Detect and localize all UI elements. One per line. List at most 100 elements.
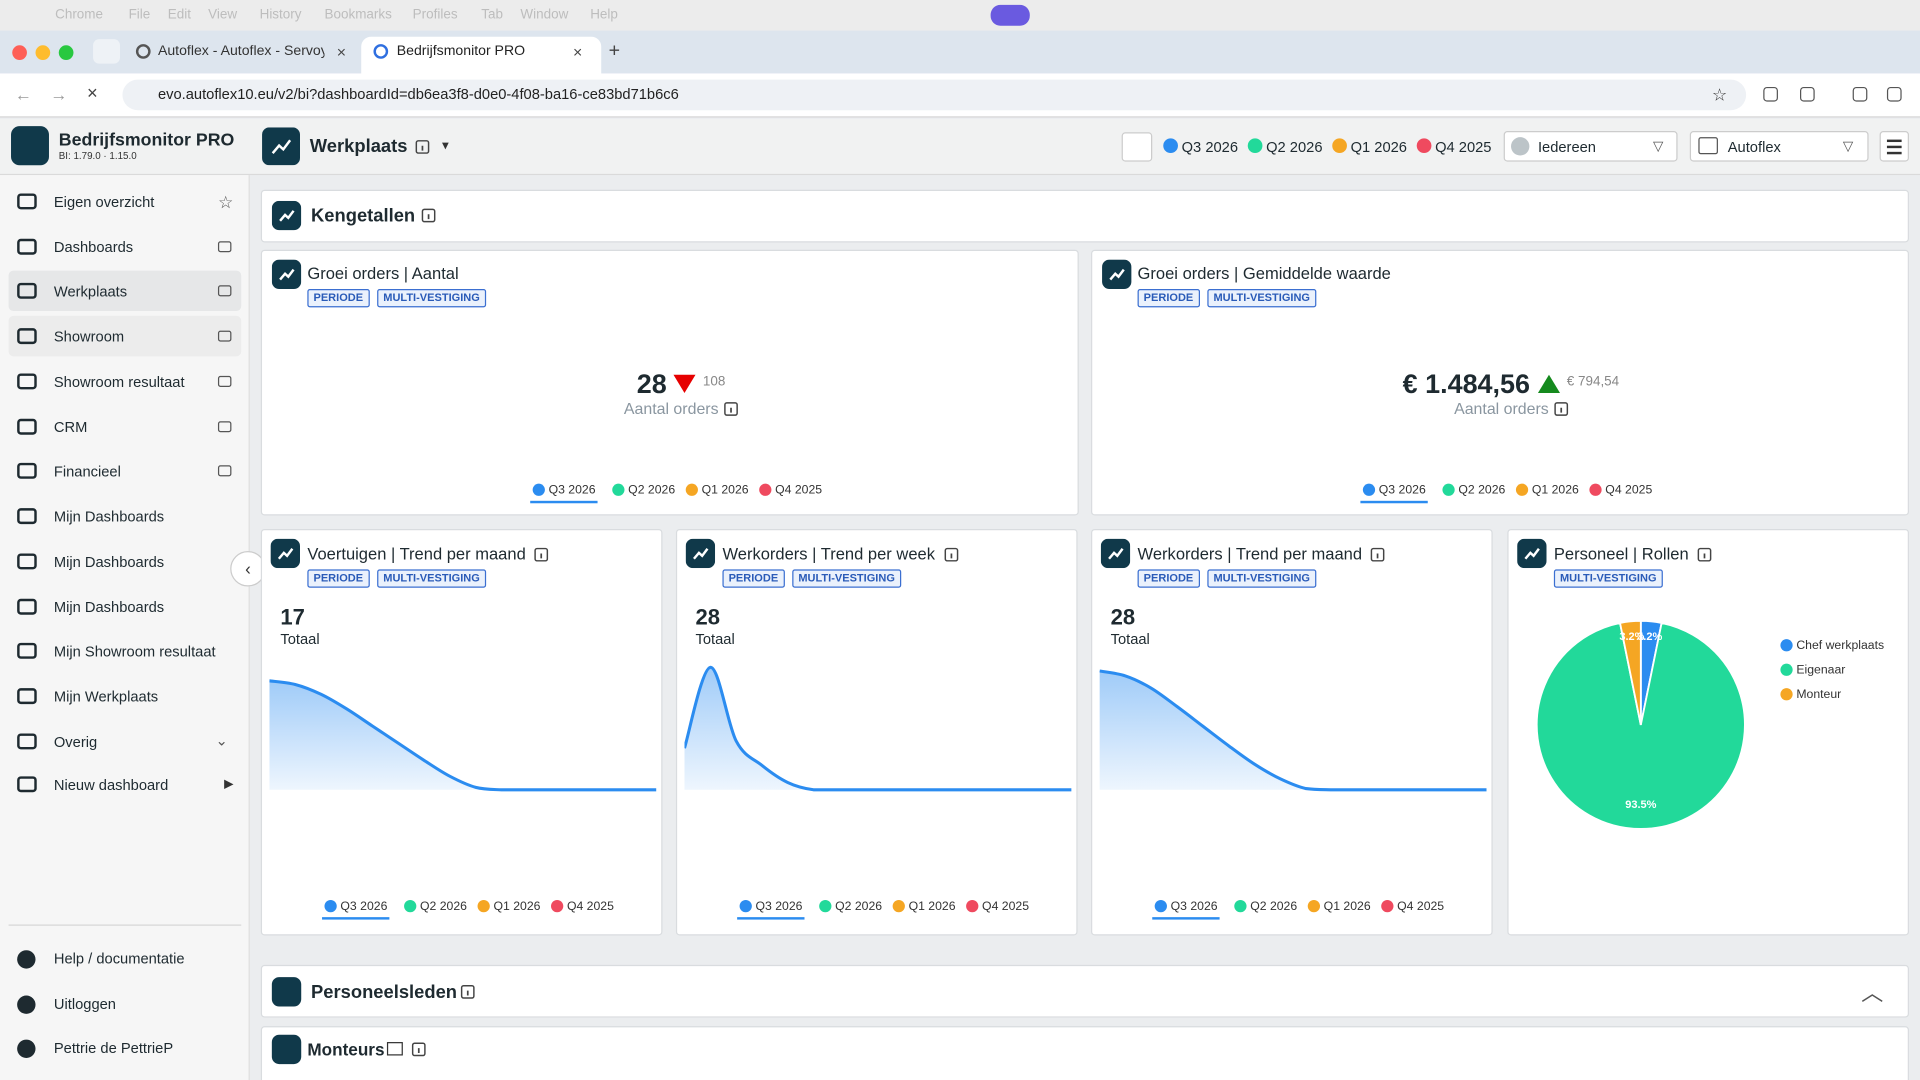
icon-glyph <box>693 548 709 560</box>
toolbar-icon[interactable] <box>1852 86 1868 102</box>
nav-item[interactable]: Mijn Dashboards <box>53 598 165 616</box>
legend-label[interactable]: Q2 2026 <box>420 900 467 914</box>
kpi-previous: 108 <box>702 374 726 390</box>
os-menu-item[interactable]: Help <box>590 7 618 23</box>
footer-item[interactable]: Help / documentatie <box>53 950 185 968</box>
tag: PERIODE <box>722 569 785 588</box>
legend-label[interactable]: Q2 2026 <box>1458 483 1506 498</box>
nav-item[interactable]: CRM <box>53 418 88 436</box>
tab-active[interactable] <box>361 36 602 75</box>
os-menu-item[interactable]: Window <box>520 7 569 23</box>
legend-dot <box>477 900 490 913</box>
bookmark-star[interactable]: ☆ <box>1711 84 1728 105</box>
legend-dot <box>1234 900 1247 913</box>
footer-item[interactable]: Uitloggen <box>53 995 116 1013</box>
nav-item[interactable]: Mijn Dashboards <box>53 508 165 526</box>
user-filter[interactable] <box>1503 131 1678 162</box>
section-icon <box>271 977 302 1007</box>
nav-item[interactable]: Dashboards <box>53 238 134 256</box>
period-label[interactable]: Q1 2026 <box>1350 138 1407 156</box>
nav-item[interactable]: Showroom <box>53 328 125 346</box>
legend-label[interactable]: Q3 2026 <box>1170 900 1218 914</box>
legend-label[interactable]: Q1 2026 <box>1531 483 1579 498</box>
legend-label[interactable]: Eigenaar <box>1796 663 1846 678</box>
nav-item[interactable]: Mijn Dashboards <box>53 553 165 571</box>
window-control[interactable] <box>12 45 27 60</box>
os-menu-item[interactable]: Tab <box>481 7 503 23</box>
forward-button[interactable]: → <box>50 84 68 105</box>
toolbar-icon[interactable] <box>1886 86 1902 102</box>
nav-item[interactable]: Financieel <box>53 462 121 480</box>
legend-label[interactable]: Q2 2026 <box>1250 900 1298 914</box>
collapse-chevron[interactable]: ︿ <box>1861 980 1884 1006</box>
nav-item[interactable]: Mijn Showroom resultaat <box>53 642 216 660</box>
trend-area <box>684 667 1072 790</box>
legend-dot <box>1154 900 1167 913</box>
back-button[interactable]: ← <box>14 84 32 105</box>
pie-label: 3.2% <box>1637 631 1662 643</box>
os-menu-item[interactable]: Bookmarks <box>324 7 392 23</box>
legend-label[interactable]: Q1 2026 <box>1323 900 1371 914</box>
page-dropdown[interactable]: ▾ <box>442 138 449 154</box>
nav-item[interactable]: Overig <box>53 733 98 751</box>
nav-item[interactable]: Werkplaats <box>53 282 128 300</box>
legend-label[interactable]: Chef werkplaats <box>1796 639 1885 653</box>
legend-label[interactable]: Q4 2025 <box>775 483 823 498</box>
legend-dot <box>612 483 625 496</box>
legend-label[interactable]: Q1 2026 <box>493 900 541 914</box>
nav-item[interactable]: Mijn Werkplaats <box>53 688 159 706</box>
period-label[interactable]: Q3 2026 <box>1181 138 1239 156</box>
favorite-star[interactable]: ☆ <box>217 192 234 212</box>
period-label[interactable]: Q2 2026 <box>1266 138 1323 156</box>
os-menu-item[interactable]: Edit <box>167 7 191 23</box>
nav-item[interactable]: Eigen overzicht <box>53 193 155 211</box>
legend-label[interactable]: Q4 2025 <box>982 900 1030 914</box>
stop-button[interactable]: × <box>86 83 98 105</box>
os-menu-item[interactable]: Profiles <box>412 7 458 23</box>
address-field[interactable] <box>122 79 1747 111</box>
legend-label[interactable]: Q3 2026 <box>548 483 596 498</box>
legend-label[interactable]: Q2 2026 <box>628 483 676 498</box>
os-menu-item[interactable]: History <box>259 7 302 23</box>
info-icon <box>415 140 430 154</box>
nav-icon <box>17 328 37 345</box>
legend-label[interactable]: Q4 2025 <box>1605 483 1653 498</box>
legend-label[interactable]: Q1 2026 <box>701 483 749 498</box>
nav-highlight <box>8 270 242 312</box>
nav-item[interactable]: Nieuw dashboard <box>53 776 169 794</box>
toolbar-icon[interactable] <box>1763 86 1778 102</box>
legend-label[interactable]: Q1 2026 <box>908 900 956 914</box>
period-label[interactable]: Q4 2025 <box>1435 138 1492 156</box>
legend-label[interactable]: Q3 2026 <box>340 900 388 914</box>
os-menu-item[interactable]: File <box>128 7 151 23</box>
tag: MULTI-VESTIGING <box>377 569 486 588</box>
legend-label[interactable]: Q2 2026 <box>835 900 883 914</box>
footer-item[interactable]: Pettrie de PettrieP <box>53 1039 174 1057</box>
info-box <box>1697 547 1712 562</box>
legend-underline <box>737 917 805 919</box>
legend-label[interactable]: Q3 2026 <box>755 900 803 914</box>
tab-menu-button[interactable] <box>93 39 120 64</box>
legend-label[interactable]: Q3 2026 <box>1378 483 1426 498</box>
branch-filter[interactable] <box>1689 131 1869 162</box>
os-menu-item[interactable]: Chrome <box>55 7 104 23</box>
icon-glyph <box>277 548 294 560</box>
legend-label[interactable]: Q4 2025 <box>566 900 614 914</box>
window-control[interactable] <box>35 45 51 60</box>
toolbar-icon[interactable] <box>1800 86 1815 102</box>
legend-label[interactable]: Monteur <box>1796 688 1842 702</box>
os-menu-item[interactable]: View <box>208 7 238 23</box>
collapse-button[interactable]: ‹ <box>230 551 266 587</box>
lock-icon <box>217 285 232 297</box>
card: Personeel | Rollen MULTI-VESTIGING 3.2% 93.… <box>1507 528 1909 936</box>
legend-label[interactable]: Q4 2025 <box>1397 900 1445 914</box>
nav-item[interactable]: Showroom resultaat <box>53 373 185 391</box>
widget-title: Werkorders | Trend per week <box>722 544 935 564</box>
tag: PERIODE <box>307 569 370 588</box>
new-tab-button[interactable]: + <box>608 40 621 62</box>
address-text[interactable]: evo.autoflex10.eu/v2/bi?dashboardId=db6e… <box>157 85 679 103</box>
info-box <box>534 547 549 562</box>
calendar-button[interactable] <box>1121 132 1153 162</box>
window-control[interactable] <box>58 45 74 60</box>
branch-filter-caret: ▽ <box>1842 139 1854 155</box>
